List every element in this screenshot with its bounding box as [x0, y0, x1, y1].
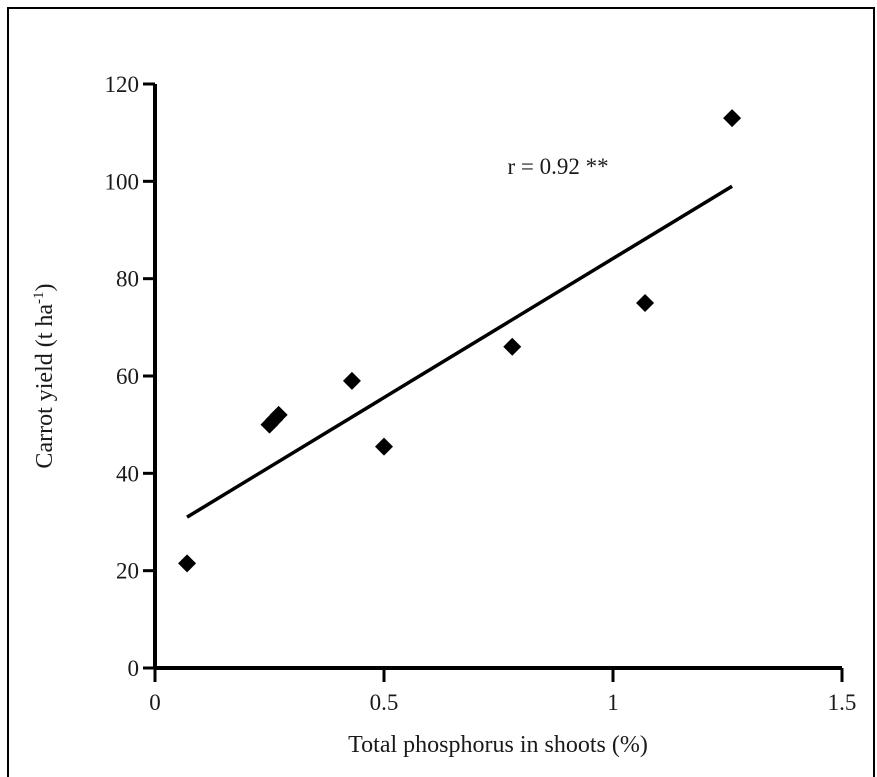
y-axis-label: Carrot yield (t ha-1) — [31, 283, 58, 468]
correlation-annotation: r = 0.92 ** — [507, 154, 608, 179]
x-tick-label-3: 1.5 — [828, 690, 857, 715]
data-point-7 — [503, 337, 522, 356]
y-axis-label-end: ) — [32, 283, 58, 291]
x-tick-label-0: 0 — [149, 690, 161, 715]
y-tick-label-100: 100 — [105, 169, 140, 194]
x-tick-label-1: 0.5 — [370, 690, 399, 715]
y-tick-label-0: 0 — [128, 656, 140, 681]
y-tick-label-40: 40 — [116, 461, 139, 486]
y-tick-label-120: 120 — [105, 72, 140, 97]
y-tick-label-20: 20 — [116, 559, 139, 584]
y-tick-label-60: 60 — [116, 364, 139, 389]
axes — [153, 84, 842, 670]
trend-line — [186, 184, 733, 519]
data-point-9 — [723, 109, 742, 128]
y-tick-label-80: 80 — [116, 267, 139, 292]
plot-area: r = 0.92 ** — [178, 109, 742, 573]
data-point-6 — [375, 437, 393, 456]
data-point-1 — [178, 554, 197, 573]
ticks: 0 20 40 60 80 100 120 0 0.5 1 1.5 — [105, 72, 857, 715]
x-tick-label-2: 1 — [607, 690, 619, 715]
y-axis-label-main: Carrot yield (t ha — [32, 304, 58, 469]
data-point-8 — [636, 294, 655, 312]
y-axis-label-sup: -1 — [31, 291, 47, 304]
x-axis-label: Total phosphorus in shoots (%) — [348, 732, 648, 758]
chart-frame — [7, 7, 875, 777]
data-point-4 — [269, 405, 288, 424]
data-point-5 — [342, 371, 361, 390]
